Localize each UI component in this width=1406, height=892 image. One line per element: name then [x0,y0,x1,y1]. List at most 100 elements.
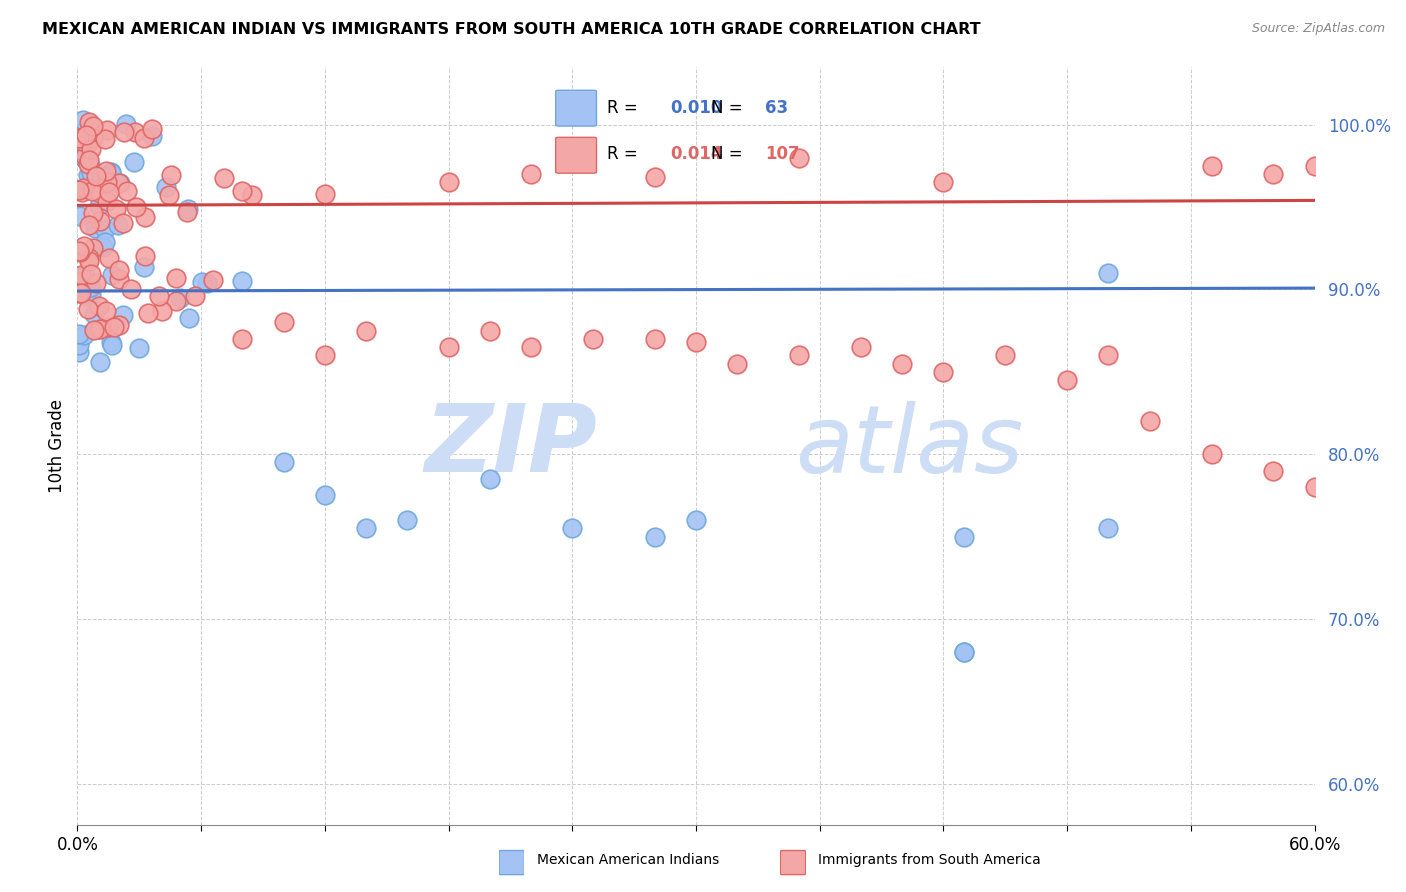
Point [80,182,103,196]
Point [94,163,117,178]
Point [520,167,543,181]
Point [67,275,90,289]
Point [75,289,97,303]
Point [80,287,103,301]
Point [141,128,163,143]
Point [77,251,100,265]
Point [273,315,295,329]
Point [177,310,200,325]
Point [644,170,666,185]
Text: Mexican American Indians: Mexican American Indians [537,853,720,867]
Point [1201,447,1223,461]
Point [100,166,122,180]
Point [134,210,156,224]
Point [87,199,110,213]
Point [69,209,91,223]
Point [201,273,224,287]
Point [159,168,181,182]
Text: atlas: atlas [794,401,1024,491]
Point [191,275,214,289]
Point [165,294,187,309]
Point [1139,414,1161,428]
Point [124,126,146,140]
Point [685,335,707,350]
Point [273,455,295,469]
Point [79,166,101,180]
FancyBboxPatch shape [780,851,806,874]
Point [148,289,170,303]
Point [117,184,139,198]
Point [72,181,94,195]
Text: MEXICAN AMERICAN INDIAN VS IMMIGRANTS FROM SOUTH AMERICA 10TH GRADE CORRELATION : MEXICAN AMERICAN INDIAN VS IMMIGRANTS FR… [42,22,981,37]
Point [478,472,501,486]
Point [849,340,872,354]
Point [96,175,118,189]
Point [83,322,105,336]
Point [70,285,93,300]
Point [115,117,138,131]
Point [98,186,121,200]
Point [77,153,100,168]
Point [98,251,121,265]
Point [79,253,101,268]
Text: Immigrants from South America: Immigrants from South America [818,853,1040,867]
Point [75,128,97,142]
Point [67,131,90,145]
Point [314,348,336,362]
Point [157,188,180,202]
Point [87,299,110,313]
Point [354,324,377,338]
Point [787,348,810,362]
Point [77,156,100,170]
Point [73,327,96,342]
Point [561,521,583,535]
Point [134,249,156,263]
Point [176,204,198,219]
Point [314,186,336,201]
Point [89,214,111,228]
Point [73,268,96,283]
Point [105,202,128,216]
Point [354,521,377,535]
Point [108,176,131,190]
Point [141,122,163,136]
Point [82,241,104,255]
Point [69,143,91,157]
Point [437,175,460,189]
Point [80,267,103,281]
Point [177,202,200,217]
Point [77,169,100,183]
Point [112,308,135,322]
FancyBboxPatch shape [499,851,524,874]
Point [184,289,207,303]
Point [93,235,115,249]
Point [100,165,122,179]
Point [1097,521,1119,535]
Point [953,645,976,659]
Point [70,137,93,152]
Point [72,136,94,150]
Point [72,112,94,127]
Point [136,305,159,319]
Point [195,276,218,290]
Point [80,279,103,293]
Point [108,176,131,190]
Point [75,182,97,196]
Point [685,513,707,527]
Point [84,276,107,290]
Point [67,244,90,259]
Point [80,166,103,180]
Point [112,125,135,139]
Point [96,194,118,208]
Point [80,185,103,199]
Point [396,513,419,527]
Point [107,272,129,286]
Point [582,332,605,346]
Point [77,136,100,150]
Point [437,340,460,354]
Point [94,303,117,318]
Point [93,177,115,191]
Point [478,324,501,338]
Point [73,148,96,162]
Point [150,303,173,318]
